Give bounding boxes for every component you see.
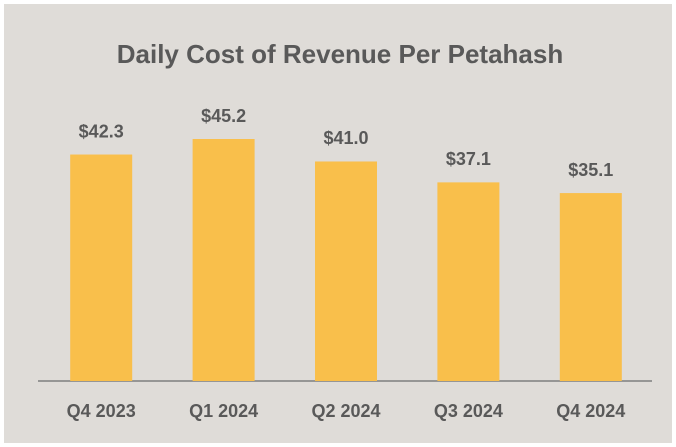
x-tick-label: Q1 2024 — [189, 401, 258, 421]
data-label: $42.3 — [79, 121, 124, 141]
x-tick-label: Q3 2024 — [434, 401, 503, 421]
x-tick-label: Q2 2024 — [311, 401, 380, 421]
data-label: $45.2 — [201, 106, 246, 126]
bar — [559, 193, 622, 381]
chart-title: Daily Cost of Revenue Per Petahash — [117, 39, 563, 69]
data-label: $37.1 — [446, 149, 491, 169]
data-label: $41.0 — [323, 128, 368, 148]
x-tick-label: Q4 2024 — [556, 401, 625, 421]
data-label: $35.1 — [568, 160, 613, 180]
bar — [70, 154, 133, 381]
bar — [437, 182, 500, 381]
x-tick-label: Q4 2023 — [67, 401, 136, 421]
bar — [315, 161, 377, 381]
bar — [192, 139, 255, 381]
